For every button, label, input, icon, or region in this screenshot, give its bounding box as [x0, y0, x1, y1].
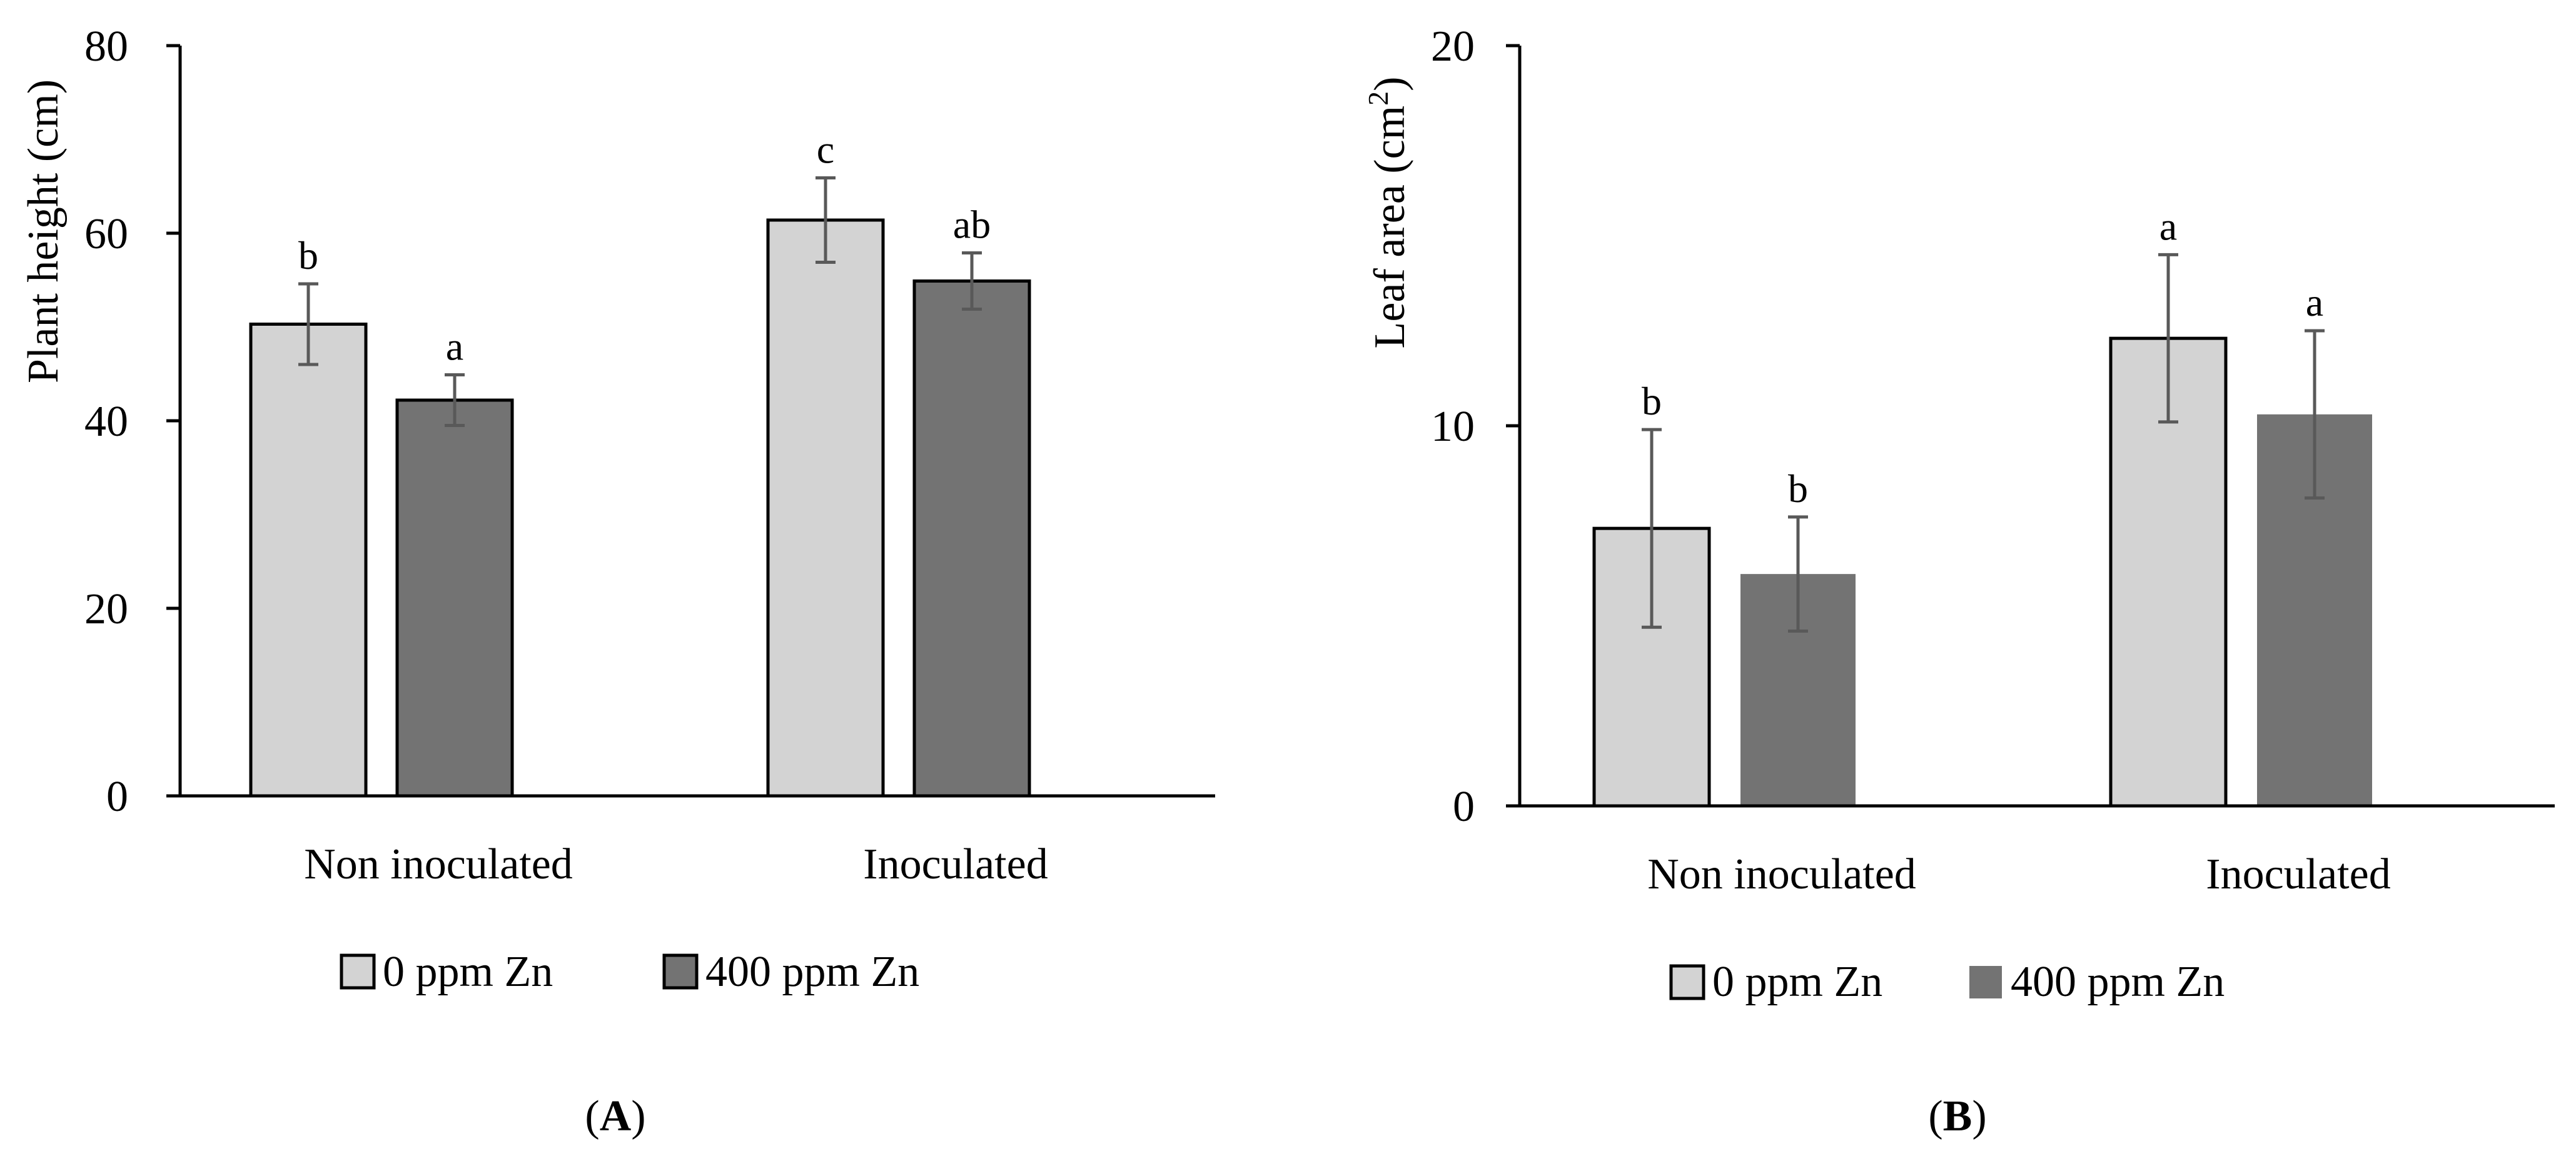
- legend-label-400ppm: 400 ppm Zn: [705, 948, 919, 996]
- x-category-label: Inoculated: [2206, 850, 2390, 898]
- y-tick-label: 20: [84, 585, 128, 633]
- significance-letter: a: [2159, 204, 2177, 248]
- chart-panel-b: Leaf area (cm2) 0 10 20 b a b a Non inoculate…: [1362, 23, 2555, 1140]
- bar: [912, 279, 1031, 798]
- y-tick-label: 40: [84, 398, 128, 446]
- legend-label-0ppm: 0 ppm Zn: [383, 948, 553, 996]
- bar: [395, 398, 514, 798]
- legend-swatch-0ppm: [340, 953, 376, 990]
- y-tick-label: 10: [1431, 403, 1475, 451]
- y-tick-label: 80: [84, 23, 128, 71]
- significance-letter: c: [817, 128, 834, 172]
- bar: [766, 218, 885, 798]
- significance-letters: b c a ab: [298, 128, 991, 369]
- significance-letter: ab: [953, 203, 991, 247]
- significance-letter: a: [446, 324, 463, 369]
- y-axis-ticks: 0 10 20: [1431, 23, 1520, 831]
- significance-letter: b: [298, 233, 318, 278]
- significance-letters: b a b a: [1642, 204, 2323, 511]
- chart-panel-a: Plant height (cm) 0 20 40 60 80 b c a ab Non in…: [19, 23, 1215, 1140]
- y-tick-label: 0: [106, 773, 128, 821]
- panel-label: (B): [1928, 1092, 1986, 1140]
- bar: [249, 323, 368, 798]
- x-category-label: Non inoculated: [304, 840, 573, 888]
- legend-label-0ppm: 0 ppm Zn: [1712, 958, 1882, 1006]
- legend-swatch-400ppm: [662, 953, 699, 990]
- significance-letter: a: [2306, 280, 2323, 324]
- y-axis-title: Plant height (cm): [19, 79, 68, 383]
- x-category-label: Inoculated: [863, 840, 1048, 888]
- panel-label: (A): [585, 1092, 645, 1140]
- legend-swatch-0ppm: [1669, 964, 1705, 1000]
- legend-label-400ppm: 400 ppm Zn: [2011, 958, 2225, 1006]
- y-axis-title: Leaf area (cm2): [1362, 77, 1414, 349]
- error-bars: [298, 176, 982, 427]
- significance-letter: b: [1642, 379, 1662, 423]
- y-tick-label: 60: [84, 210, 128, 258]
- significance-letter: b: [1788, 466, 1808, 511]
- legend-swatch-400ppm: [1969, 966, 2002, 998]
- y-tick-label: 0: [1453, 783, 1475, 831]
- y-tick-label: 20: [1431, 23, 1475, 71]
- error-bars: [1642, 253, 2325, 633]
- y-axis-ticks: 0 20 40 60 80: [84, 23, 180, 821]
- x-category-label: Non inoculated: [1647, 850, 1916, 898]
